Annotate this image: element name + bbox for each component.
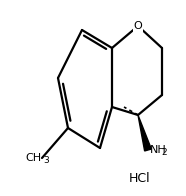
Text: HCl: HCl (129, 172, 151, 184)
Text: O: O (134, 21, 142, 31)
Text: 2: 2 (161, 148, 167, 157)
Text: CH: CH (26, 153, 42, 163)
Text: 3: 3 (43, 156, 49, 165)
Text: NH: NH (150, 145, 167, 155)
Polygon shape (138, 115, 151, 151)
